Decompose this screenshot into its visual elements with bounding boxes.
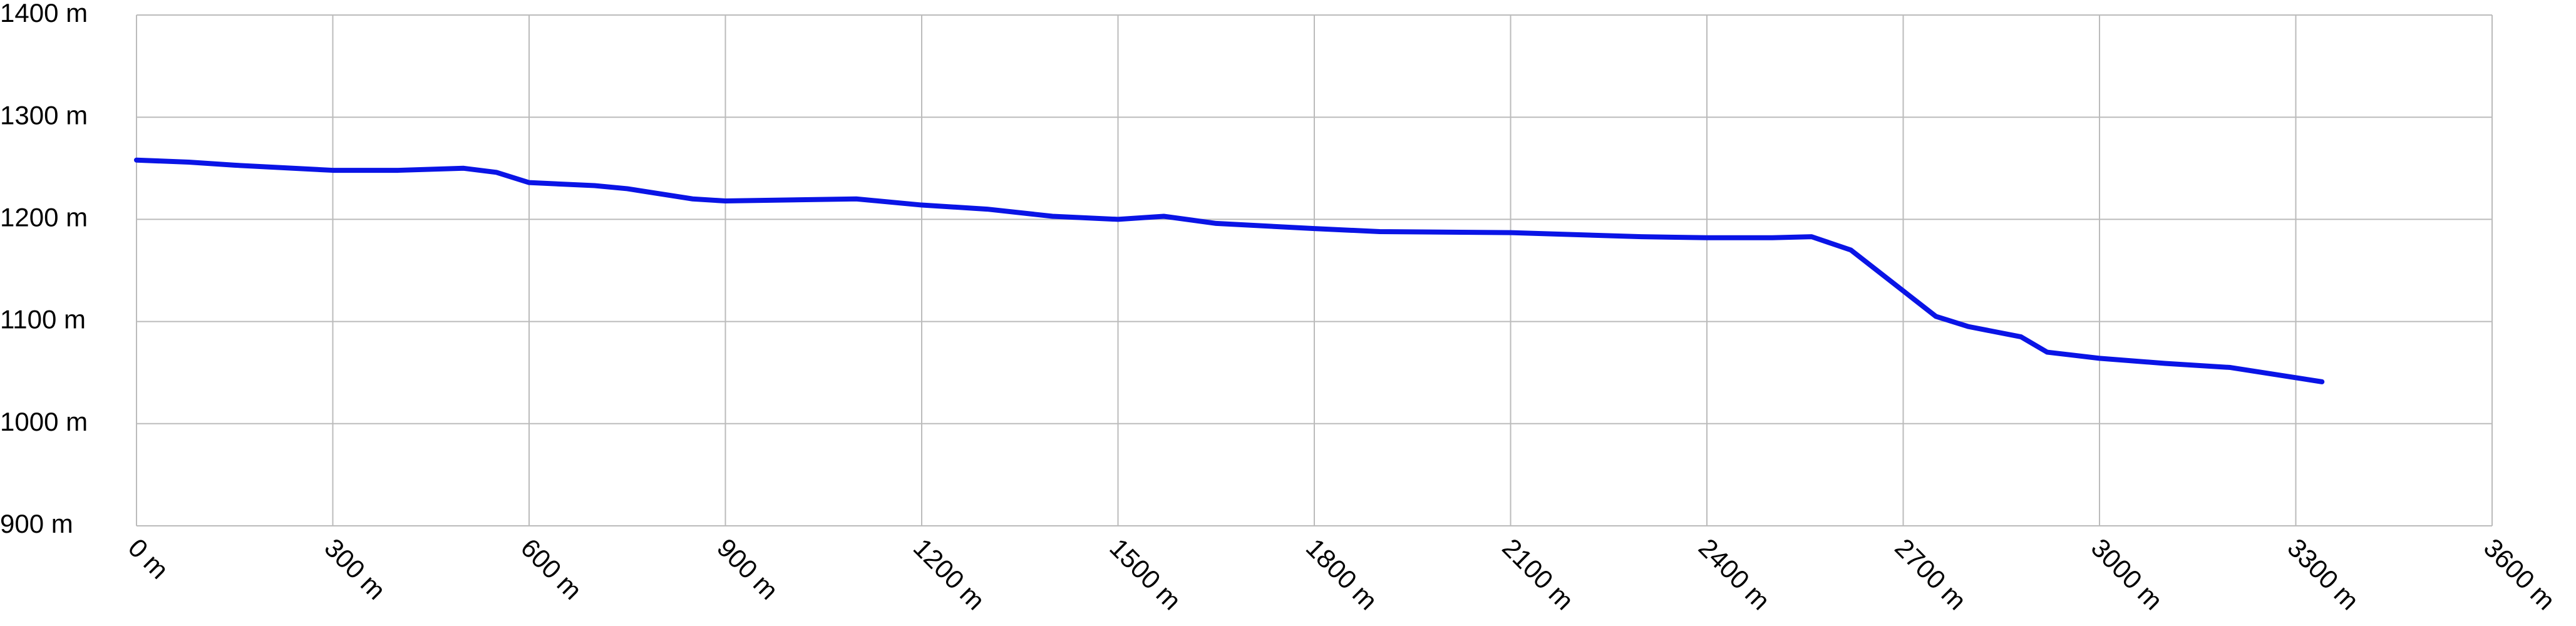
x-tick-label: 900 m	[711, 533, 784, 605]
x-tick-label: 2700 m	[1889, 533, 1972, 615]
y-tick-label: 900 m	[0, 509, 73, 538]
x-tick-label: 600 m	[515, 533, 588, 605]
y-tick-label: 1100 m	[0, 305, 86, 334]
x-tick-label: 1500 m	[1104, 533, 1187, 615]
y-tick-label: 1400 m	[0, 0, 88, 28]
x-tick-label: 1200 m	[908, 533, 991, 615]
x-tick-label: 2400 m	[1693, 533, 1776, 615]
x-tick-label: 2100 m	[1497, 533, 1579, 615]
x-tick-label: 0 m	[123, 533, 175, 585]
x-tick-label: 1800 m	[1301, 533, 1383, 615]
x-tick-label: 300 m	[319, 533, 391, 605]
x-tick-label: 3300 m	[2282, 533, 2364, 615]
y-tick-label: 1200 m	[0, 202, 88, 232]
x-tick-label: 3600 m	[2478, 533, 2561, 615]
y-tick-label: 1000 m	[0, 407, 88, 436]
y-tick-label: 1300 m	[0, 100, 88, 130]
elevation-line	[134, 157, 2325, 384]
x-tick-label: 3000 m	[2086, 533, 2168, 615]
